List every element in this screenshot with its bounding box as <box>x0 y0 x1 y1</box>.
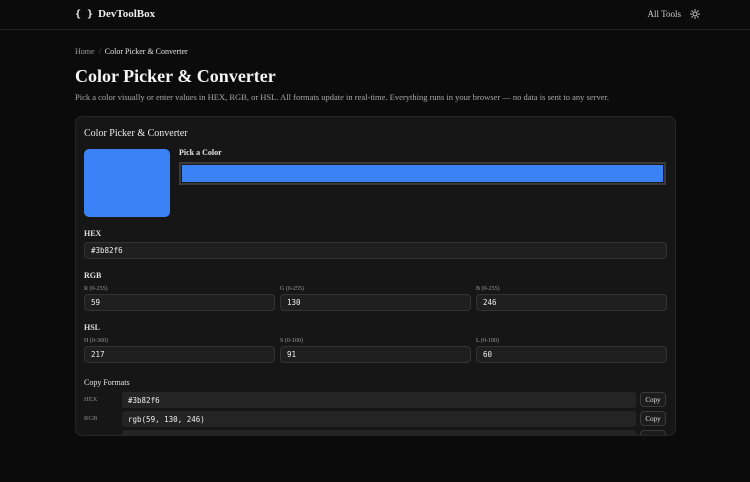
pick-color-label: Pick a Color <box>179 148 222 157</box>
page-title: Color Picker & Converter <box>75 66 276 86</box>
copy-row-label-rgb: RGB <box>84 415 98 422</box>
copy-value-hex[interactable]: #3b82f6 <box>122 392 636 408</box>
breadcrumb-separator: / <box>98 47 101 56</box>
g-input[interactable]: 130 <box>280 294 471 311</box>
b-label: B (0-255) <box>476 286 500 292</box>
copy-formats-title: Copy Formats <box>84 378 130 387</box>
hsl-label: HSL <box>84 323 101 332</box>
l-input[interactable]: 60 <box>476 346 667 363</box>
color-preview-swatch <box>84 149 170 217</box>
color-picker-input[interactable] <box>179 162 666 185</box>
brand-logo[interactable]: { } DevToolBox <box>75 8 155 20</box>
s-label: S (0-100) <box>280 338 303 344</box>
all-tools-link[interactable]: All Tools <box>647 9 681 19</box>
s-input[interactable]: 91 <box>280 346 471 363</box>
sun-icon[interactable] <box>690 9 700 19</box>
copy-row-label-hex: HEX <box>84 396 98 403</box>
rgb-label: RGB <box>84 271 102 280</box>
copy-hsl-button[interactable]: Copy <box>640 430 666 435</box>
r-input[interactable]: 59 <box>84 294 275 311</box>
brand-name: DevToolBox <box>98 8 156 20</box>
hex-input[interactable]: #3b82f6 <box>84 242 667 259</box>
top-navbar: { } DevToolBox All Tools <box>0 0 750 30</box>
h-input[interactable]: 217 <box>84 346 275 363</box>
copy-value-rgb[interactable]: rgb(59, 130, 246) <box>122 411 636 427</box>
b-input[interactable]: 246 <box>476 294 667 311</box>
breadcrumb-home[interactable]: Home <box>75 47 95 56</box>
hex-label: HEX <box>84 229 102 238</box>
breadcrumb-current: Color Picker & Converter <box>104 47 188 56</box>
color-picker-card: Color Picker & Converter Pick a Color HE… <box>75 116 676 436</box>
h-label: H (0-360) <box>84 338 108 344</box>
copy-row-label-hsl: HSL <box>84 434 96 435</box>
copy-rgb-button[interactable]: Copy <box>640 411 666 426</box>
nav-right: All Tools <box>648 9 700 19</box>
g-label: G (0-255) <box>280 286 304 292</box>
breadcrumb: Home / Color Picker & Converter <box>75 47 188 56</box>
braces-icon: { } <box>75 8 94 20</box>
l-label: L (0-100) <box>476 338 499 344</box>
copy-hex-button[interactable]: Copy <box>640 392 666 407</box>
color-picker-fill <box>182 165 663 182</box>
copy-value-hsl[interactable]: hsl(217, 91%, 60%) <box>122 430 636 435</box>
card-title: Color Picker & Converter <box>84 128 188 139</box>
r-label: R (0-255) <box>84 286 108 292</box>
page-description: Pick a color visually or enter values in… <box>75 92 609 102</box>
